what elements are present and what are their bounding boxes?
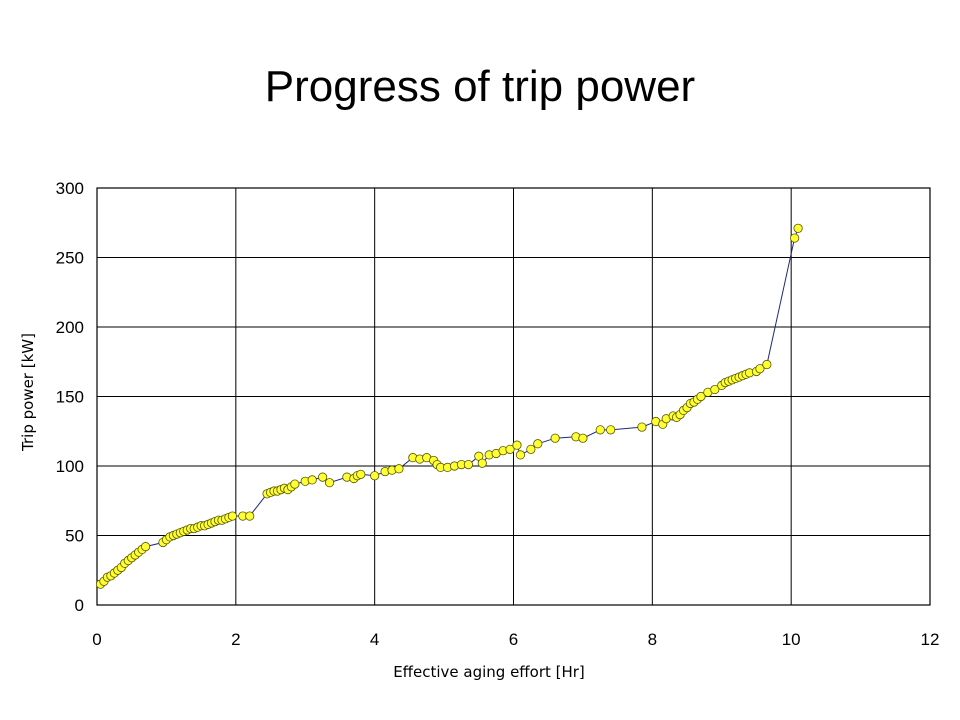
x-tick-label: 0: [92, 630, 101, 649]
y-tick-label: 50: [65, 527, 84, 546]
data-point: [477, 458, 487, 468]
data-point: [356, 469, 366, 479]
data-point: [290, 479, 300, 489]
plot-area-frame: [96, 187, 931, 606]
grid-lines: [96, 187, 931, 606]
data-point: [394, 464, 404, 474]
data-point: [533, 439, 543, 449]
data-point: [370, 471, 380, 481]
y-tick-label: 300: [56, 179, 84, 198]
data-point: [245, 511, 255, 521]
data-points: [95, 223, 803, 589]
data-point: [606, 425, 616, 435]
x-tick-label: 8: [648, 630, 657, 649]
x-tick-label: 12: [921, 630, 940, 649]
data-point: [755, 364, 765, 374]
data-point: [637, 422, 647, 432]
data-point: [793, 223, 803, 233]
data-point: [578, 433, 588, 443]
data-point: [515, 450, 526, 460]
data-point: [696, 391, 706, 402]
data-point: [595, 425, 605, 435]
data-point: [505, 444, 515, 454]
data-point: [762, 359, 772, 370]
y-tick-label: 200: [56, 318, 84, 337]
y-tick-label: 150: [56, 388, 84, 407]
data-point: [140, 542, 151, 552]
y-tick-label: 250: [56, 249, 84, 268]
y-axis-title: Trip power [kW]: [19, 333, 37, 452]
data-point: [324, 478, 335, 488]
x-axis-title: Effective aging effort [Hr]: [393, 663, 585, 681]
x-tick-label: 4: [370, 630, 379, 649]
data-point: [526, 444, 536, 454]
slide-title: Progress of trip power: [264, 62, 696, 111]
x-tick-labels: 0 2 4 6 8 10 12: [92, 630, 939, 649]
data-point: [318, 472, 328, 482]
data-point: [463, 460, 473, 470]
x-tick-label: 2: [231, 630, 240, 649]
y-tick-labels: 0 50 100 150 200 250 300: [56, 179, 84, 615]
data-point: [550, 433, 560, 443]
x-tick-label: 10: [782, 630, 801, 649]
data-point: [790, 233, 800, 243]
data-point: [227, 511, 237, 521]
x-tick-label: 6: [509, 630, 518, 649]
data-point: [512, 440, 522, 450]
y-tick-label: 100: [56, 457, 84, 476]
data-point: [710, 384, 720, 395]
y-tick-label: 0: [75, 596, 84, 615]
data-point: [307, 475, 317, 485]
